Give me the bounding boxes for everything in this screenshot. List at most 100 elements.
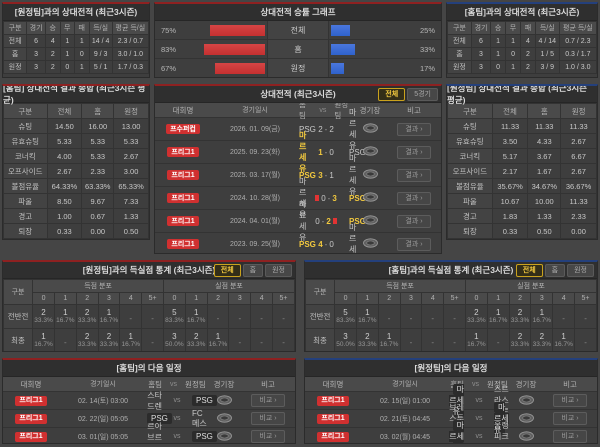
stadium-icon [216,428,232,444]
league-badge: 프리그1 [167,170,199,180]
table-row: 최종 3 50.0% 2 33.3% 1 16.7% - - -1 16.7% -2 33.3% 2 33.… [305,328,597,351]
vs-label: vs [475,433,483,440]
stat-cell: 8.50 [46,193,83,209]
match-datetime: 02. 14(토) 03:00 [77,397,129,405]
panel-title-bar: [원정팀] 상대전적 결과 종합 (최근3시즌 평균) [447,86,597,105]
distribution-cell: - [250,304,274,329]
winrate-label: 전체 [267,21,329,39]
match-row: 프수퍼컵 2026. 01. 09(금) PSG 2-2 마르세유 결과 › [155,108,441,150]
filter-button[interactable]: 5경기 [407,88,438,101]
distribution-cell: 5 83.3% [162,304,186,329]
home-bar-track [191,40,267,58]
stat-cell: 4 [45,34,61,48]
stadium-icon [518,392,534,410]
stat-cell: 0 [59,60,76,74]
away-team: 마르세유 [349,223,357,254]
result-button[interactable]: 결과 › [397,214,431,228]
schedule-row-item: 프리그1 02. 14(토) 03:00 스타드렌 vs PSG 비교 › [3,391,295,411]
filter-button[interactable]: 전체 [213,264,241,277]
column-header: 대회명 [172,105,194,115]
stat-cell: 0 [74,47,90,61]
distribution-cell: 1 16.7% [119,328,143,351]
league-badge: 프리그1 [167,193,199,203]
column-header: 비고 [407,105,421,115]
goal-count-header: 3 [399,292,423,305]
schedule-row-item: 프리그1 03. 01(일) 05:05 르아브르AC vs PSG 비교 › [3,422,295,444]
goal-count-header: 1 [486,292,510,305]
compare-button[interactable]: 비교 › [553,412,587,425]
result-button[interactable]: 결과 › [397,145,431,159]
goal-count-header: 2 [508,292,532,305]
stat-cell: 2.17 [491,163,529,179]
home-score: 4 [318,239,323,249]
stat-cell: 6 [470,34,492,48]
vs-label: vs [170,380,178,388]
vs-label: vs [472,380,480,388]
filter-button[interactable]: 원정 [567,264,594,277]
panel-title-bar: 상대전적 (최근3시즌) 전체 5경기 [155,86,441,103]
compare-button[interactable]: 비교 › [251,430,285,443]
column-header: 홈팀 [299,100,306,120]
home-team: 마르세유 [449,384,464,417]
result-button[interactable]: 결과 › [397,237,431,251]
home-team: PSG [147,413,172,424]
column-header: 원정팀 [334,100,349,120]
column-header: 구분 [305,279,336,305]
row-label: 오프사이드 [447,163,493,179]
stat-cell: 5.17 [491,148,529,164]
row-label: 전반전 [305,304,336,329]
column-header: 경기일시 [90,381,116,388]
distribution-cell: - [272,328,295,351]
table-row: 퇴장 0.33 0.00 0.50 [3,223,149,239]
winrate-label: 홈 [267,40,329,58]
home-schedule-list: 대회명 경기일시 홈팀 vs 원정팀 경기장 비고 프리그1 02. 14(토) 03:00 스타… [3,377,295,444]
goals-row: [원정팀]과의 득실점 통계 (최근3시즌) 전체 홈 원정 구분 득점 분포 실점 분… [2,260,598,352]
filter-button[interactable]: 전체 [378,88,406,101]
away-score: 0 [329,239,334,249]
panel-title: [홈팀] 상대전적 결과 종합 (최근3시즌 평균) [3,84,146,105]
score-separator: - [324,147,328,157]
match-row: 프리그1 2025. 09. 23(화) 마르세유 1-0 PSG 결과 › [155,131,441,173]
home-score: 2 [318,124,323,134]
result-button[interactable]: 결과 › [397,191,431,205]
stat-cell: 9 / 3 [88,47,113,61]
result-button[interactable]: 결과 › [397,122,431,136]
distribution-cell: - [421,304,445,329]
filter-group: 전체 홈 원정 [213,264,292,277]
distribution-cell: - [574,328,597,351]
filter-button[interactable]: 전체 [515,264,543,277]
score-separator: - [321,216,325,226]
home-win-bar [203,43,265,55]
panel-h2h-matches: 상대전적 (최근3시즌) 전체 5경기 대회명 경기일시 홈팀 vs 원정팀 경기장 비고 프수… [154,84,442,254]
stat-cell: 1 [74,60,90,74]
group-header: 득점 분포 [334,279,466,293]
distribution-cell: 2 33.3% [464,304,488,329]
stat-cell: 1 [490,47,507,61]
compare-button[interactable]: 비교 › [553,430,587,443]
column-header: 승 [45,21,61,35]
schedule-row-item: 프리그1 02. 22(일) 05:05 PSG vs FC메스 비교 › [3,409,295,428]
table-row: 최종 1 16.7% -2 33.3% 2 33.3% 1 16.7% -3 50.0% 2 33.3%… [3,328,295,351]
league-badge: 프리그1 [167,216,199,226]
distribution-cell: 1 16.7% [32,328,55,351]
filter-button[interactable]: 원정 [265,264,292,277]
away-team: PSG [192,431,217,442]
winrate-row: 67% 원정 17% [155,59,441,77]
goal-count-header: 2 [377,292,401,305]
compare-button[interactable]: 비교 › [251,412,285,425]
result-button[interactable]: 결과 › [397,168,431,182]
winrate-row: 83% 홈 33% [155,40,441,59]
compare-button[interactable]: 비교 › [553,394,587,407]
filter-button[interactable]: 홈 [544,264,566,277]
goal-count-header: 2 [206,292,230,305]
distribution-cell: - [377,304,401,329]
compare-button[interactable]: 비교 › [251,394,285,407]
row-label: 코너킥 [447,148,493,164]
home-team: 마르세유 [299,177,307,219]
filter-button[interactable]: 홈 [242,264,264,277]
distribution-cell: - [119,304,143,329]
row-label: 퇴장 [3,223,48,239]
away-team: 마르세유 [349,154,357,196]
distribution-cell: - [421,328,445,351]
